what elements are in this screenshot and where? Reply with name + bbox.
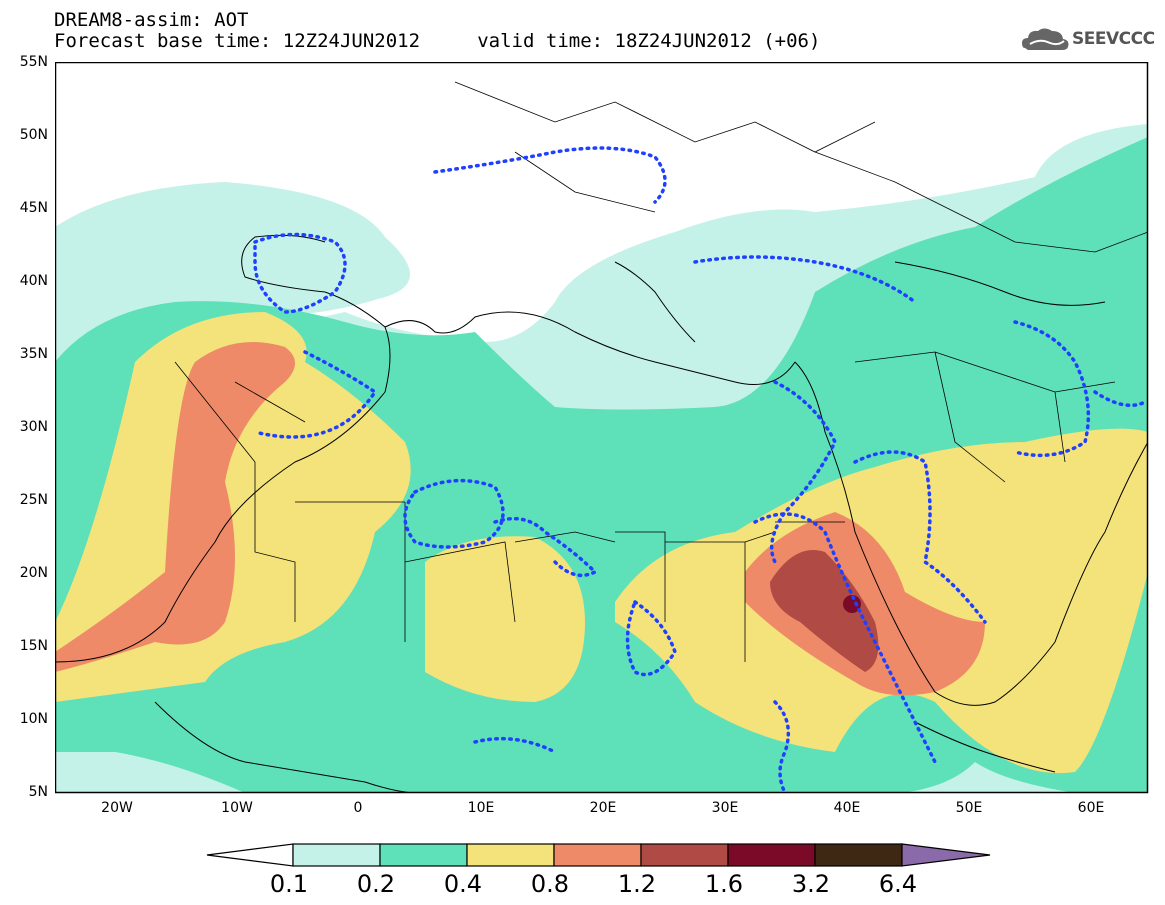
lat-label: 45N bbox=[19, 200, 48, 216]
colorbar-segment bbox=[814, 843, 903, 867]
lat-label: 40N bbox=[19, 273, 48, 289]
aot-band-0.4 bbox=[425, 536, 585, 702]
colorbar-segment bbox=[901, 843, 991, 867]
colorbar-segment bbox=[466, 843, 555, 867]
lon-label: 20E bbox=[589, 800, 617, 816]
lon-label: 50E bbox=[955, 800, 983, 816]
lon-label: 10E bbox=[467, 800, 495, 816]
aot-band-1.2 bbox=[770, 550, 879, 672]
colorbar-label: 0.2 bbox=[356, 870, 396, 898]
colorbar-label: 0.8 bbox=[530, 870, 570, 898]
lon-label: 30E bbox=[711, 800, 739, 816]
lat-label: 30N bbox=[19, 419, 48, 435]
title-line-2: Forecast base time: 12Z24JUN2012 valid t… bbox=[54, 30, 821, 52]
colorbar-segment bbox=[292, 843, 381, 867]
lat-label: 10N bbox=[19, 711, 48, 727]
lon-label: 40E bbox=[833, 800, 861, 816]
cloud-logo-icon bbox=[1022, 28, 1069, 50]
colorbar-label: 6.4 bbox=[878, 870, 918, 898]
lat-label: 35N bbox=[19, 346, 48, 362]
logo-text: SEEVCCC bbox=[1072, 29, 1155, 49]
lat-label: 50N bbox=[19, 127, 48, 143]
title-line-1: DREAM8-assim: AOT bbox=[54, 9, 249, 31]
colorbar-label: 1.6 bbox=[704, 870, 744, 898]
colorbar-label: 1.2 bbox=[617, 870, 657, 898]
lon-label: 10W bbox=[221, 800, 253, 816]
colorbar-label: 0.4 bbox=[443, 870, 483, 898]
aot-map bbox=[55, 62, 1149, 794]
colorbar-segment bbox=[727, 843, 816, 867]
colorbar-segment bbox=[206, 843, 294, 867]
colorbar bbox=[206, 843, 991, 867]
lon-label: 20W bbox=[101, 800, 133, 816]
lon-label: 60E bbox=[1077, 800, 1105, 816]
lat-label: 20N bbox=[19, 565, 48, 581]
colorbar-label: 0.1 bbox=[269, 870, 309, 898]
lat-label: 25N bbox=[19, 492, 48, 508]
aot-band-0.8 bbox=[55, 342, 295, 672]
colorbar-label: 3.2 bbox=[791, 870, 831, 898]
lon-label: 0 bbox=[353, 800, 363, 816]
lat-label: 55N bbox=[19, 54, 48, 70]
colorbar-segment bbox=[640, 843, 729, 867]
lat-label: 15N bbox=[19, 638, 48, 654]
lat-label: 5N bbox=[28, 784, 48, 800]
colorbar-segment bbox=[553, 843, 642, 867]
aot-band-1.6 bbox=[843, 595, 861, 613]
colorbar-segment bbox=[379, 843, 468, 867]
